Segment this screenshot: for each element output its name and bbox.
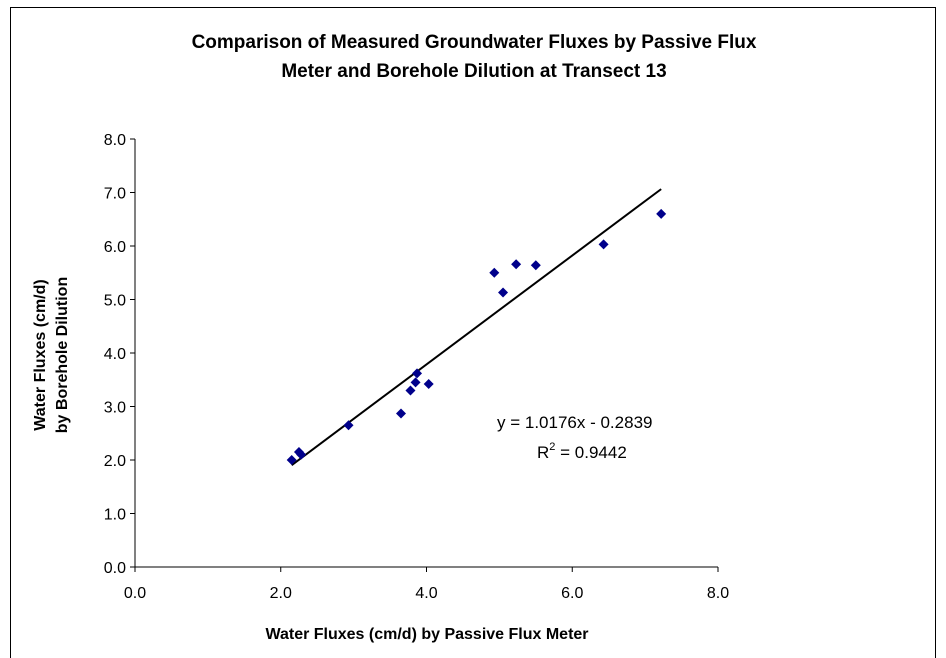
y-tick-label: 5.0 xyxy=(104,293,126,310)
x-tick-label: 8.0 xyxy=(707,585,729,602)
y-tick-label: 7.0 xyxy=(104,186,126,203)
data-point-marker xyxy=(598,239,609,250)
data-point-marker xyxy=(511,259,522,270)
data-points xyxy=(286,208,667,465)
y-tick-label: 6.0 xyxy=(104,239,126,256)
chart-title: Comparison of Measured Groundwater Fluxe… xyxy=(11,28,937,86)
y-tick-label: 3.0 xyxy=(104,400,126,417)
x-tick-label: 6.0 xyxy=(561,585,583,602)
y-axis-ticks: 0.0 1.0 2.0 3.0 4.0 5.0 6.0 7.0 8.0 xyxy=(104,132,135,577)
r-squared-label: R2 = 0.9442 xyxy=(537,441,627,462)
x-tick-label: 0.0 xyxy=(124,585,146,602)
x-axis-ticks: 0.0 2.0 4.0 6.0 8.0 xyxy=(124,567,729,602)
data-point-marker xyxy=(656,208,667,219)
chart-frame: Comparison of Measured Groundwater Fluxe… xyxy=(10,7,936,658)
r-squared-superscript: 2 xyxy=(549,441,555,453)
y-axis-title: Water Fluxes (cm/d) by Borehole Dilution xyxy=(32,277,71,433)
chart-title-line-1: Comparison of Measured Groundwater Fluxe… xyxy=(191,32,757,53)
data-point-marker xyxy=(498,287,509,298)
y-tick-label: 8.0 xyxy=(104,132,126,149)
data-point-marker xyxy=(410,377,421,388)
y-tick-label: 4.0 xyxy=(104,346,126,363)
y-tick-label: 0.0 xyxy=(104,560,126,577)
data-point-marker xyxy=(405,385,416,396)
data-point-marker xyxy=(286,455,297,465)
data-point-marker xyxy=(395,408,406,419)
y-tick-label: 2.0 xyxy=(104,453,126,470)
data-point-marker xyxy=(343,420,354,431)
data-point-marker xyxy=(423,379,434,390)
data-point-marker xyxy=(296,449,307,460)
plot-area: 0.0 1.0 2.0 3.0 4.0 5.0 6.0 7.0 8.0 0.0 2.0 4.0 6.0… xyxy=(104,132,729,602)
x-tick-label: 4.0 xyxy=(415,585,437,602)
x-tick-label: 2.0 xyxy=(270,585,292,602)
r-squared-symbol: R xyxy=(537,443,549,462)
trendline xyxy=(291,188,662,466)
trendline-equation: y = 1.0176x - 0.2839 xyxy=(497,413,652,432)
y-tick-label: 1.0 xyxy=(104,507,126,524)
y-axis-title-line-1: Water Fluxes (cm/d) xyxy=(32,279,49,430)
r-squared-value: = 0.9442 xyxy=(555,443,626,462)
chart-title-line-2: Meter and Borehole Dilution at Transect … xyxy=(281,61,667,82)
data-point-marker xyxy=(530,260,541,271)
x-axis-title: Water Fluxes (cm/d) by Passive Flux Mete… xyxy=(265,626,588,643)
data-point-marker xyxy=(412,368,423,379)
y-axis-title-line-2: by Borehole Dilution xyxy=(54,277,71,433)
data-point-marker xyxy=(489,267,500,278)
